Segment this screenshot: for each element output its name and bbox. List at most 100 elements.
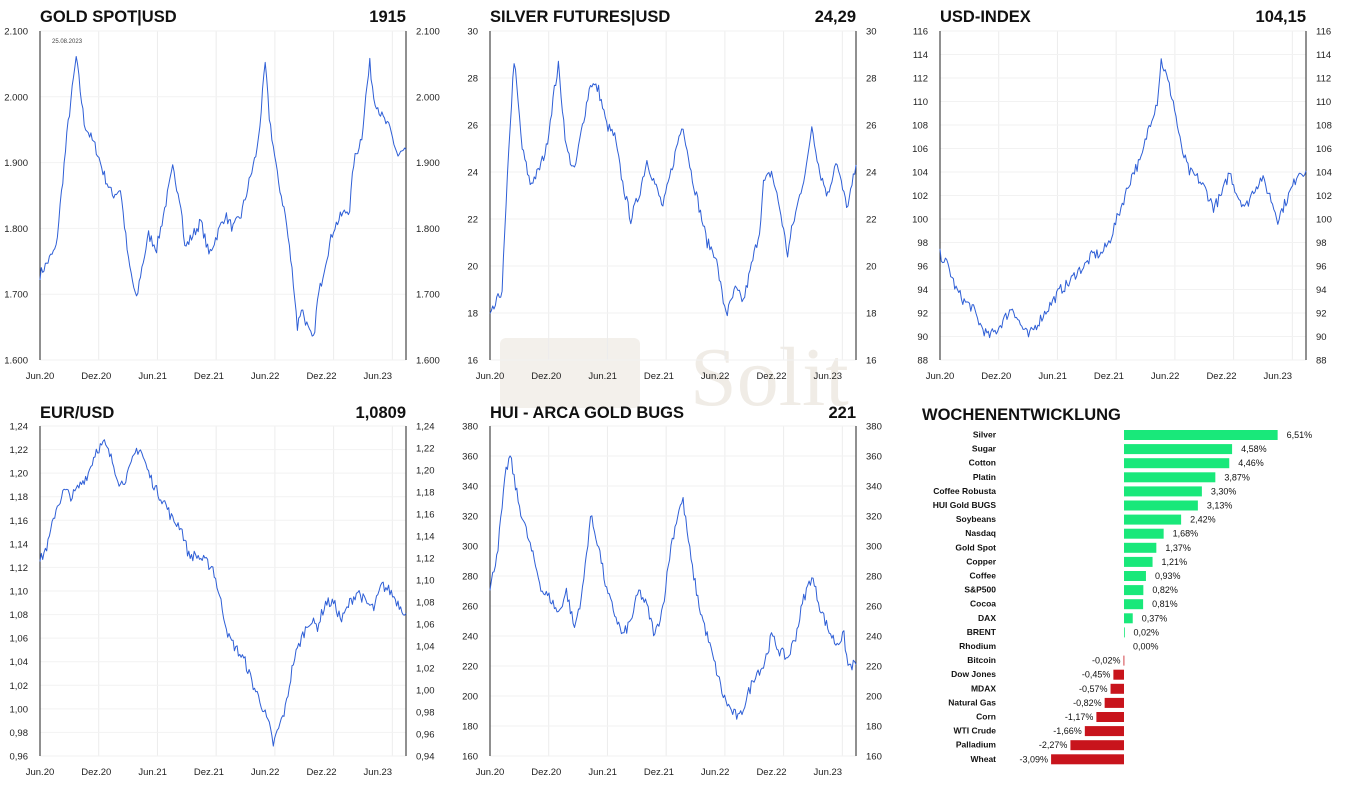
bar xyxy=(1124,486,1202,497)
bar xyxy=(1124,500,1198,511)
y-tick-label-right: 220 xyxy=(866,662,882,673)
y-tick-label-left: 0,98 xyxy=(10,728,29,739)
y-tick-label-right: 102 xyxy=(1316,191,1332,202)
y-tick-label-left: 0,96 xyxy=(10,752,29,763)
bar-value-label: -3,09% xyxy=(1020,754,1049,764)
y-tick-label-right: 16 xyxy=(866,356,877,367)
bar-value-label: 3,30% xyxy=(1211,486,1237,496)
bar xyxy=(1123,655,1125,666)
y-tick-label-left: 1.600 xyxy=(4,356,28,367)
bar-value-label: 0,02% xyxy=(1133,627,1159,637)
x-tick-label: Jun.23 xyxy=(814,767,843,778)
y-tick-label-left: 1.700 xyxy=(4,290,28,301)
bar xyxy=(1124,458,1230,469)
y-tick-label-left: 320 xyxy=(462,512,478,523)
y-tick-label-left: 24 xyxy=(467,168,478,179)
y-tick-label-right: 260 xyxy=(866,602,882,613)
bar-value-label: -1,17% xyxy=(1065,712,1094,722)
y-tick-label-right: 1,00 xyxy=(416,686,435,697)
bar-category-label: MDAX xyxy=(971,683,996,693)
y-tick-label-right: 2.100 xyxy=(416,27,440,38)
y-tick-label-right: 104 xyxy=(1316,168,1332,179)
bar-category-label: Silver xyxy=(973,430,997,440)
bar xyxy=(1104,697,1124,708)
x-tick-label: Jun.20 xyxy=(926,371,955,382)
price-line xyxy=(489,60,857,317)
y-tick-label-left: 22 xyxy=(467,215,478,226)
y-tick-label-right: 22 xyxy=(866,215,877,226)
bar xyxy=(1124,514,1182,525)
y-tick-label-left: 2.000 xyxy=(4,92,28,103)
y-tick-label-left: 16 xyxy=(467,356,478,367)
chart-current-value: 24,29 xyxy=(815,8,856,26)
y-tick-label-right: 112 xyxy=(1316,74,1331,85)
chart-title: GOLD SPOT|USD xyxy=(40,8,177,26)
y-tick-label-left: 300 xyxy=(462,542,478,553)
x-tick-label: Dez.21 xyxy=(1094,371,1124,382)
y-tick-label-left: 26 xyxy=(467,121,478,132)
chart-title: HUI - ARCA GOLD BUGS xyxy=(490,404,684,422)
price-line xyxy=(39,439,407,747)
bar-category-label: HUI Gold BUGS xyxy=(933,500,997,510)
x-tick-label: Dez.22 xyxy=(1206,371,1236,382)
chart-current-value: 221 xyxy=(828,404,856,422)
x-tick-label: Jun.22 xyxy=(251,371,280,382)
bar xyxy=(1124,599,1144,610)
bar-value-label: 0,93% xyxy=(1155,571,1181,581)
x-tick-label: Jun.23 xyxy=(1264,371,1293,382)
chart-current-value: 104,15 xyxy=(1256,8,1306,26)
y-tick-label-left: 1,00 xyxy=(10,704,29,715)
y-tick-label-right: 114 xyxy=(1316,50,1331,61)
y-tick-label-right: 0,96 xyxy=(416,730,435,741)
y-tick-label-left: 240 xyxy=(462,632,478,643)
bar-category-label: Soybeans xyxy=(956,514,996,524)
chart-title: SILVER FUTURES|USD xyxy=(490,8,670,26)
y-tick-label-right: 90 xyxy=(1316,332,1327,343)
price-line xyxy=(39,56,407,337)
y-tick-label-right: 340 xyxy=(866,482,882,493)
bar xyxy=(1124,613,1133,624)
bar-category-label: Corn xyxy=(976,712,996,722)
y-tick-label-right: 98 xyxy=(1316,238,1327,249)
y-tick-label-right: 160 xyxy=(866,752,882,763)
weekly-performance-chart: WOCHENENTWICKLUNG Silver 6,51% Sugar 4,58% C… xyxy=(922,406,1312,765)
chart-title: EUR/USD xyxy=(40,404,114,422)
bar xyxy=(1124,542,1157,553)
x-tick-label: Jun.22 xyxy=(1151,371,1180,382)
y-tick-label-left: 220 xyxy=(462,662,478,673)
y-tick-label-left: 104 xyxy=(912,168,928,179)
x-tick-label: Jun.23 xyxy=(364,371,393,382)
x-tick-label: Dez.20 xyxy=(531,767,561,778)
y-tick-label-left: 1,20 xyxy=(10,469,29,480)
bar-chart-title: WOCHENENTWICKLUNG xyxy=(922,406,1121,424)
x-tick-label: Dez.21 xyxy=(644,767,674,778)
x-tick-label: Dez.22 xyxy=(306,371,336,382)
bar-value-label: 1,21% xyxy=(1162,557,1188,567)
y-tick-label-right: 1,14 xyxy=(416,532,435,543)
gold-spot-chart: GOLD SPOT|USD 1915 25.08.2023 2.100 2.000… xyxy=(4,8,440,382)
bar-value-label: 4,46% xyxy=(1238,458,1264,468)
bar-value-label: -0,82% xyxy=(1073,698,1102,708)
bar-category-label: Coffee Robusta xyxy=(933,486,996,496)
y-tick-label-right: 1,16 xyxy=(416,510,435,521)
bar-category-label: Sugar xyxy=(972,444,997,454)
y-tick-label-left: 1,16 xyxy=(10,516,29,527)
y-tick-label-left: 108 xyxy=(912,121,928,132)
silver-futures-chart: SILVER FUTURES|USD 24,29 30 28 26 24 22 20 18 1… xyxy=(467,8,876,382)
y-tick-label-right: 96 xyxy=(1316,262,1327,273)
y-tick-label-left: 110 xyxy=(913,97,928,108)
x-tick-label: Jun.21 xyxy=(1038,371,1067,382)
y-tick-label-left: 20 xyxy=(467,262,478,273)
y-tick-label-right: 1.700 xyxy=(416,290,440,301)
y-tick-label-right: 88 xyxy=(1316,356,1327,367)
bar-category-label: Gold Spot xyxy=(955,542,996,552)
bar xyxy=(1110,683,1124,694)
y-tick-label-left: 30 xyxy=(467,27,478,38)
y-tick-label-left: 1,18 xyxy=(10,492,29,503)
bar-value-label: 2,42% xyxy=(1190,515,1216,525)
bar-value-label: 1,37% xyxy=(1165,543,1191,553)
watermark-text: Solit xyxy=(690,331,849,424)
x-tick-label: Dez.21 xyxy=(194,767,224,778)
x-tick-label: Jun.21 xyxy=(138,371,167,382)
